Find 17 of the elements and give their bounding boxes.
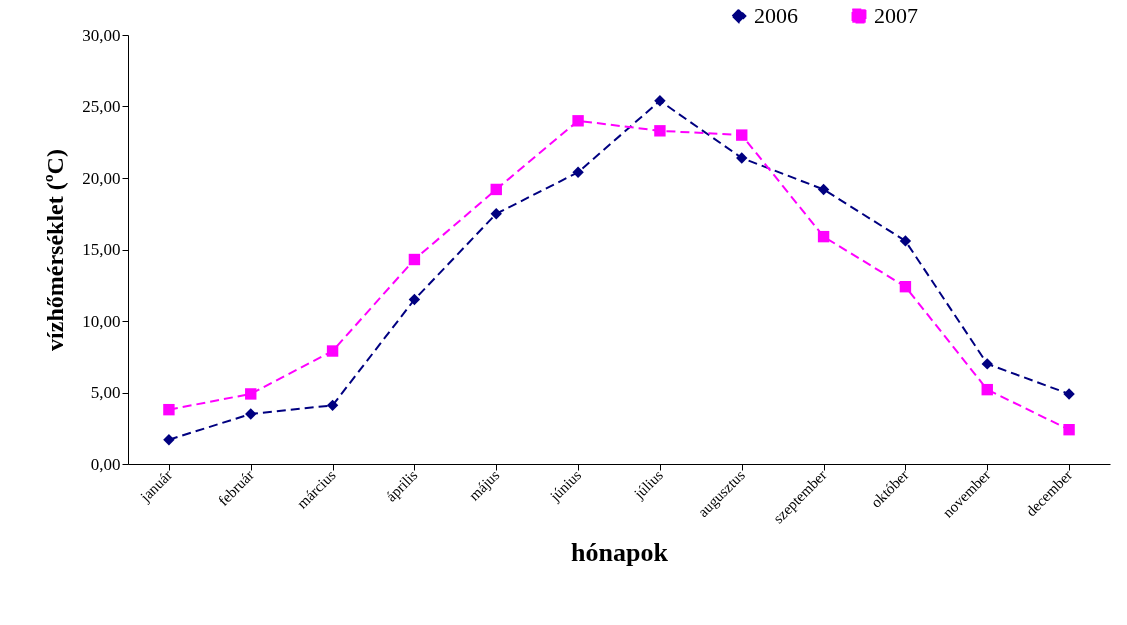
point [163,403,175,416]
y-tick-label: 10,00 [82,311,121,331]
point [654,125,666,137]
y-tick-label: 25,00 [82,97,121,116]
y-tick-label: 20,00 [82,168,121,188]
y-tick-label: 30,00 [82,25,121,45]
point [1063,423,1075,436]
y-tick-label: 15,00 [82,240,121,259]
y-axis-title: vízhőmérséklet (ºC) [42,149,69,351]
y-tick-label: 0,00 [90,454,121,474]
y-tick-label: 5,00 [90,383,121,402]
point [899,235,912,247]
point [572,115,584,127]
legend-label: 2006 [754,3,798,28]
x-axis-title: hónapok [571,538,669,568]
point [245,388,257,400]
legend-label: 2007 [874,3,918,28]
